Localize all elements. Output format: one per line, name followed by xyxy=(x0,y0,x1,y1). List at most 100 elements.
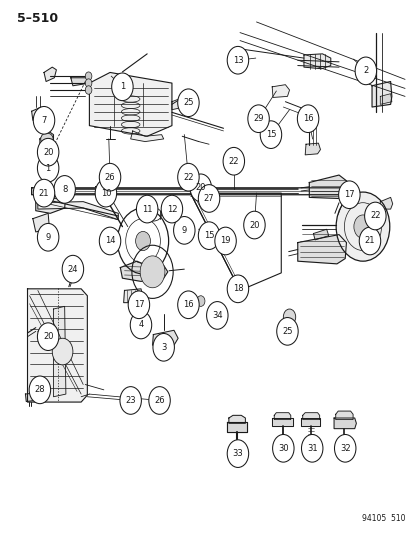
Circle shape xyxy=(128,291,149,319)
Circle shape xyxy=(173,216,195,244)
Text: 3: 3 xyxy=(161,343,166,352)
Circle shape xyxy=(99,227,121,255)
Text: 7: 7 xyxy=(41,116,47,125)
Polygon shape xyxy=(131,131,163,142)
Circle shape xyxy=(353,215,371,238)
Polygon shape xyxy=(37,189,49,201)
Polygon shape xyxy=(297,235,346,264)
Text: 4: 4 xyxy=(138,320,143,329)
Polygon shape xyxy=(95,181,112,191)
Polygon shape xyxy=(44,160,54,168)
Circle shape xyxy=(196,296,204,306)
Polygon shape xyxy=(36,188,66,213)
Text: 9: 9 xyxy=(181,226,187,235)
Circle shape xyxy=(364,202,385,230)
Circle shape xyxy=(99,164,121,191)
Text: 29: 29 xyxy=(253,114,263,123)
Circle shape xyxy=(354,57,376,85)
Circle shape xyxy=(85,79,92,87)
Circle shape xyxy=(136,195,157,223)
Text: 10: 10 xyxy=(100,189,111,198)
Text: 34: 34 xyxy=(211,311,222,320)
Text: 22: 22 xyxy=(183,173,193,182)
Polygon shape xyxy=(54,188,64,198)
Circle shape xyxy=(338,181,359,208)
Polygon shape xyxy=(171,95,190,110)
Text: 1: 1 xyxy=(45,164,51,173)
Circle shape xyxy=(29,376,50,403)
Circle shape xyxy=(85,72,92,80)
Text: 20: 20 xyxy=(249,221,259,230)
Circle shape xyxy=(206,302,228,329)
Polygon shape xyxy=(303,54,330,69)
Text: 2: 2 xyxy=(362,67,368,75)
Circle shape xyxy=(112,73,133,101)
Circle shape xyxy=(95,179,116,207)
Circle shape xyxy=(120,386,141,414)
Text: 25: 25 xyxy=(282,327,292,336)
Text: 22: 22 xyxy=(369,212,380,221)
Circle shape xyxy=(52,338,73,365)
Circle shape xyxy=(198,222,219,249)
Text: 28: 28 xyxy=(35,385,45,394)
Polygon shape xyxy=(300,418,320,426)
Text: 14: 14 xyxy=(104,237,115,246)
Circle shape xyxy=(335,192,389,261)
Text: 16: 16 xyxy=(302,114,313,123)
Circle shape xyxy=(37,155,59,182)
Ellipse shape xyxy=(40,133,53,145)
Circle shape xyxy=(54,175,75,203)
Circle shape xyxy=(37,323,59,351)
Polygon shape xyxy=(44,67,56,82)
Circle shape xyxy=(130,311,151,339)
Polygon shape xyxy=(226,422,247,432)
Polygon shape xyxy=(40,131,53,149)
Polygon shape xyxy=(53,306,66,397)
Text: 17: 17 xyxy=(343,190,354,199)
Circle shape xyxy=(247,105,268,133)
Circle shape xyxy=(140,256,164,288)
Polygon shape xyxy=(89,72,171,136)
Circle shape xyxy=(214,227,236,255)
Circle shape xyxy=(62,255,83,283)
Text: 19: 19 xyxy=(220,237,230,246)
Circle shape xyxy=(276,318,297,345)
Text: 21: 21 xyxy=(364,237,374,246)
Polygon shape xyxy=(271,418,292,426)
Circle shape xyxy=(358,227,380,255)
Circle shape xyxy=(37,223,59,251)
Circle shape xyxy=(33,107,55,134)
Polygon shape xyxy=(123,289,143,303)
Text: 20: 20 xyxy=(195,183,206,192)
Circle shape xyxy=(198,184,219,212)
Circle shape xyxy=(152,334,174,361)
Text: 1: 1 xyxy=(119,82,125,91)
Text: 30: 30 xyxy=(278,444,288,453)
Text: 16: 16 xyxy=(183,300,193,309)
Polygon shape xyxy=(302,413,319,419)
Circle shape xyxy=(223,148,244,175)
Polygon shape xyxy=(380,197,392,209)
Circle shape xyxy=(190,174,211,201)
Circle shape xyxy=(227,440,248,467)
Circle shape xyxy=(177,291,199,319)
Polygon shape xyxy=(33,213,49,232)
Polygon shape xyxy=(27,289,87,402)
Text: 24: 24 xyxy=(67,265,78,273)
Circle shape xyxy=(37,139,59,166)
Polygon shape xyxy=(25,393,34,401)
Circle shape xyxy=(135,231,150,251)
Polygon shape xyxy=(38,201,118,220)
Polygon shape xyxy=(31,188,357,195)
Text: 17: 17 xyxy=(133,300,144,309)
Polygon shape xyxy=(309,175,347,198)
Polygon shape xyxy=(31,107,44,120)
Text: 13: 13 xyxy=(232,56,243,64)
Text: 22: 22 xyxy=(228,157,238,166)
Text: 26: 26 xyxy=(154,396,164,405)
Polygon shape xyxy=(371,82,391,107)
Polygon shape xyxy=(304,143,320,155)
Polygon shape xyxy=(335,411,352,419)
Text: 5–510: 5–510 xyxy=(17,12,58,26)
Circle shape xyxy=(260,121,281,149)
